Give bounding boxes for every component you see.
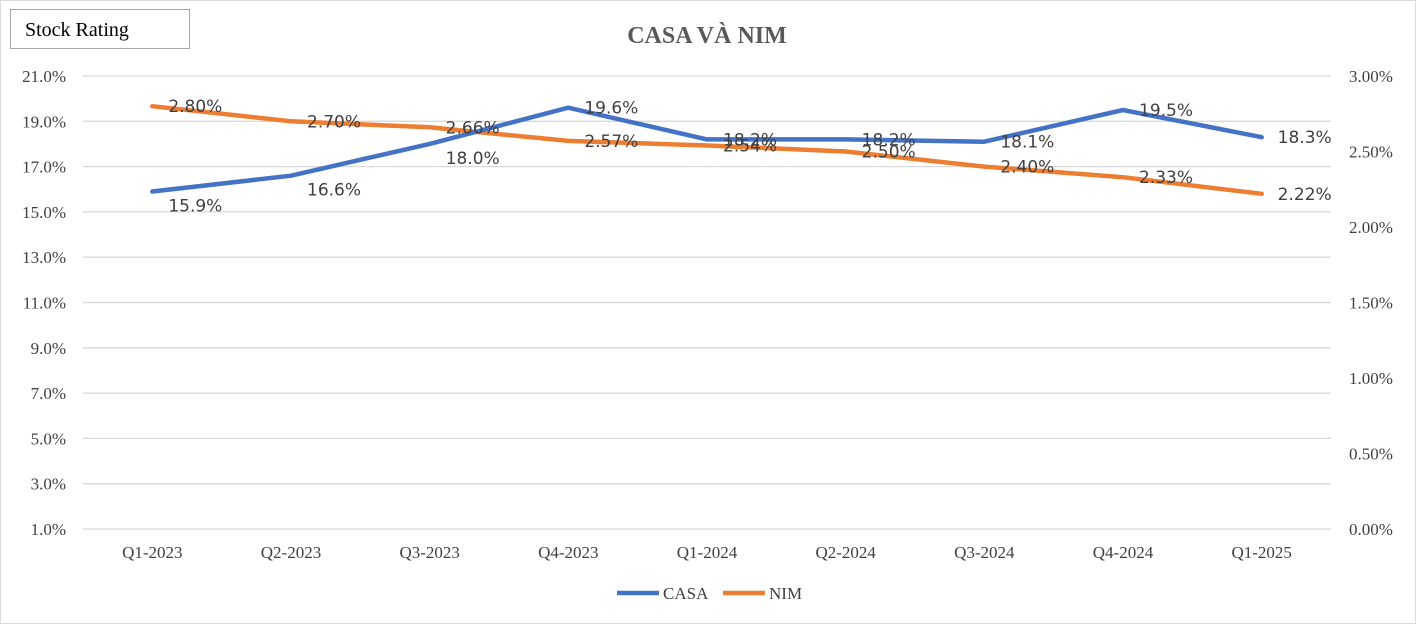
right-axis-tick-label: 2.50% bbox=[1349, 143, 1393, 162]
left-axis-tick-label: 19.0% bbox=[22, 112, 66, 131]
data-label-nim: 2.57% bbox=[584, 132, 638, 152]
stock-rating-badge[interactable]: Stock Rating bbox=[10, 9, 190, 49]
left-axis-tick-label: 9.0% bbox=[31, 339, 66, 358]
legend-item-nim[interactable]: NIM bbox=[723, 584, 802, 603]
data-label-casa: 18.0% bbox=[446, 149, 500, 169]
right-axis-tick-label: 2.00% bbox=[1349, 218, 1393, 237]
data-label-nim: 2.33% bbox=[1139, 168, 1193, 188]
data-label-casa: 18.2% bbox=[723, 130, 777, 150]
series-line-casa bbox=[150, 105, 1264, 194]
data-label-casa: 19.6% bbox=[584, 99, 638, 119]
data-label-nim: 2.50% bbox=[862, 143, 916, 163]
left-axis-tick-label: 21.0% bbox=[22, 67, 66, 86]
left-axis-tick-label: 17.0% bbox=[22, 158, 66, 177]
right-axis-tick-label: 0.50% bbox=[1349, 445, 1393, 464]
x-axis-tick-label: Q3-2024 bbox=[954, 543, 1015, 562]
x-axis-tick-label: Q2-2023 bbox=[261, 543, 321, 562]
series-line-nim bbox=[150, 103, 1264, 197]
legend-label: CASA bbox=[663, 584, 709, 603]
x-axis-tick-label: Q4-2023 bbox=[538, 543, 598, 562]
left-axis-ticks: 21.0% 19.0% 17.0% 15.0% 13.0% 11.0% 9.0% 7.0% 5.… bbox=[22, 67, 66, 539]
right-axis-tick-label: 3.00% bbox=[1349, 67, 1393, 86]
series-lines bbox=[150, 103, 1264, 197]
x-axis-tick-label: Q1-2024 bbox=[677, 543, 738, 562]
chart-title: CASA VÀ NIM bbox=[627, 23, 787, 49]
data-label-casa: 16.6% bbox=[307, 181, 361, 201]
data-label-casa: 18.1% bbox=[1000, 133, 1054, 153]
x-axis-tick-label: Q3-2023 bbox=[399, 543, 459, 562]
data-label-nim: 2.80% bbox=[168, 97, 222, 117]
left-axis-tick-label: 7.0% bbox=[31, 384, 66, 403]
x-axis-tick-label: Q2-2024 bbox=[815, 543, 876, 562]
left-axis-tick-label: 11.0% bbox=[23, 294, 66, 313]
legend-label: NIM bbox=[769, 584, 802, 603]
data-label-casa: 19.5% bbox=[1139, 101, 1193, 121]
legend-item-casa[interactable]: CASA bbox=[617, 584, 709, 603]
right-axis-tick-label: 1.50% bbox=[1349, 294, 1393, 313]
data-label-casa: 18.3% bbox=[1278, 128, 1332, 148]
legend: CASA NIM bbox=[617, 584, 802, 603]
right-axis-tick-label: 0.00% bbox=[1349, 520, 1393, 539]
left-axis-tick-label: 1.0% bbox=[31, 520, 66, 539]
right-axis-tick-label: 1.00% bbox=[1349, 369, 1393, 388]
x-axis-ticks: Q1-2023 Q2-2023 Q3-2023 Q4-2023 Q1-2024 Q2-20… bbox=[122, 543, 1292, 562]
data-label-nim: 2.66% bbox=[446, 118, 500, 138]
x-axis-tick-label: Q4-2024 bbox=[1093, 543, 1154, 562]
data-labels: 15.9% 16.6% 18.0% 19.6% 18.2% 18.2% 18.1% 19.5%… bbox=[168, 97, 1331, 216]
data-label-casa: 18.2% bbox=[862, 130, 916, 150]
left-axis-tick-label: 13.0% bbox=[22, 248, 66, 267]
data-label-nim: 2.54% bbox=[723, 136, 777, 156]
x-axis-tick-label: Q1-2025 bbox=[1231, 543, 1291, 562]
data-label-nim: 2.22% bbox=[1278, 185, 1332, 205]
gridlines bbox=[83, 75, 1331, 530]
left-axis-tick-label: 3.0% bbox=[31, 475, 66, 494]
right-axis-ticks: 3.00% 2.50% 2.00% 1.50% 1.00% 0.50% 0.00% bbox=[1349, 67, 1393, 539]
data-label-casa: 15.9% bbox=[168, 197, 222, 217]
left-axis-tick-label: 5.0% bbox=[31, 429, 66, 448]
data-label-nim: 2.40% bbox=[1000, 158, 1054, 178]
left-axis-tick-label: 15.0% bbox=[22, 203, 66, 222]
x-axis-tick-label: Q1-2023 bbox=[122, 543, 182, 562]
data-label-nim: 2.70% bbox=[307, 112, 361, 132]
